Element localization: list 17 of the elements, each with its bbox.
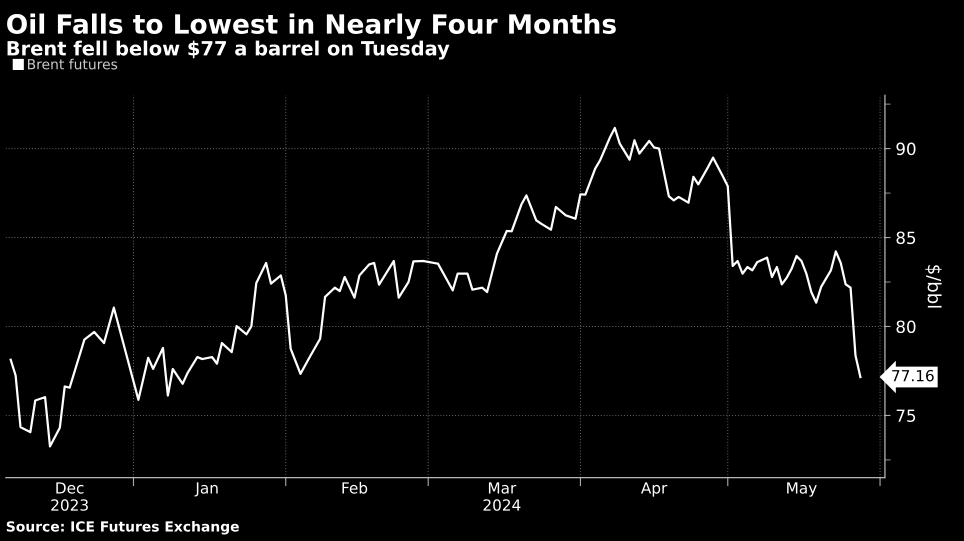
y-axis-title: $/bbl	[925, 265, 942, 308]
line-series	[10, 126, 862, 448]
annotation: 77.16	[892, 370, 934, 382]
y-tick-label: 85	[896, 232, 916, 244]
chart-subtitle: Brent fell below $77 a barrel on Tuesday	[8, 40, 450, 60]
source-note: Source: ICE Futures Exchange	[6, 520, 239, 535]
x-tick-label: Feb	[342, 482, 368, 494]
x-tick-label: May	[787, 482, 817, 497]
legend-label: Brent futures	[28, 58, 118, 70]
y-tick-label: 75	[896, 410, 916, 422]
x-tick-label: Jan	[194, 482, 218, 497]
x-tick-label: Apr	[641, 482, 668, 497]
y-tick-label: 90	[896, 142, 916, 156]
chart-title: Oil Falls to Lowest in Nearly Four Months	[7, 14, 616, 40]
x-tick-label: Mar 2024	[484, 482, 520, 511]
y-tick-label: 80	[896, 320, 916, 334]
x-tick-label: Dec 2023	[51, 482, 88, 511]
